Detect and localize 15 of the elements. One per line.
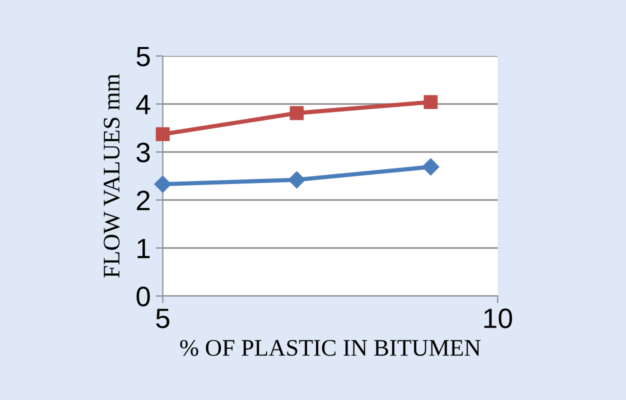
point — [156, 127, 170, 142]
y-axis-title: FLOW VALUES mm — [104, 74, 120, 278]
y-tick-label: 3 — [136, 142, 150, 162]
point — [154, 176, 172, 193]
y-tick-label: 0 — [136, 286, 150, 306]
y-tick-label: 5 — [136, 46, 150, 66]
point — [288, 171, 306, 188]
y-tick-label: 2 — [136, 190, 150, 210]
x-tick-label: 10 — [484, 308, 512, 328]
x-axis-title: % OF PLASTIC IN BITUMEN — [180, 340, 481, 356]
point — [424, 95, 438, 110]
y-tick-label: 4 — [136, 94, 150, 114]
point — [290, 106, 304, 120]
point — [422, 158, 440, 176]
y-tick-label: 1 — [138, 238, 150, 258]
